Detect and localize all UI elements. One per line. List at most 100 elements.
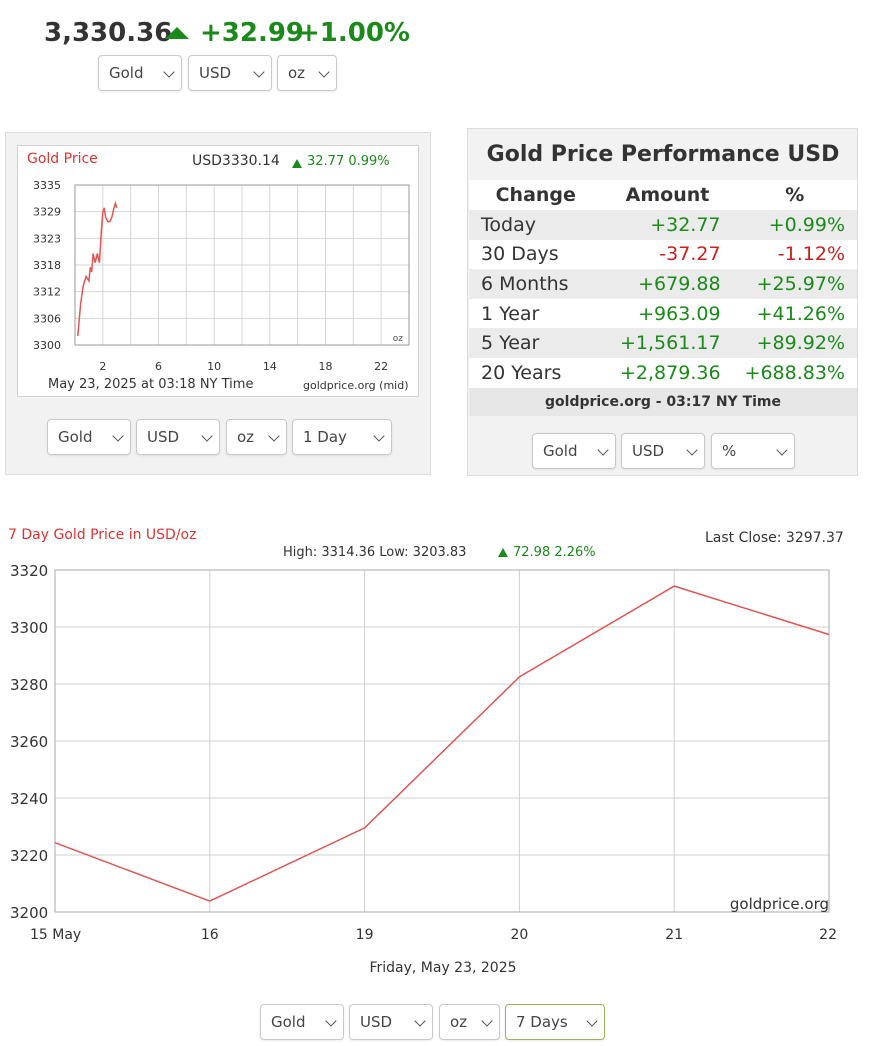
triangle-up-icon: [498, 548, 508, 557]
week-chart-stats: High: 3314.36 Low: 3203.83: [283, 545, 467, 560]
row-amount: +679.88: [602, 269, 733, 299]
row-label: 20 Years: [481, 361, 562, 384]
y-tick-label: 3323: [33, 232, 61, 245]
week-currency-select[interactable]: USD: [349, 1004, 433, 1040]
mini-range-select[interactable]: 1 Day: [292, 419, 392, 455]
metal-select[interactable]: Gold: [98, 55, 182, 91]
x-tick-label: 18: [319, 360, 333, 373]
chevron-down-icon: [481, 1015, 493, 1027]
mini-currency-select[interactable]: USD: [136, 419, 220, 455]
y-tick-label: 3240: [10, 790, 48, 808]
column-header: %: [785, 184, 805, 206]
chart-source: goldprice.org: [730, 895, 829, 913]
week-chart-title: 7 Day Gold Price in USD/oz: [8, 527, 197, 543]
table-row: 1 Year +963.09 +41.26%: [469, 299, 857, 329]
y-tick-label: 3335: [33, 179, 61, 192]
mini-chart-source: goldprice.org (mid): [303, 379, 409, 392]
row-percent: +688.83%: [744, 361, 845, 384]
week-currency-select-value: USD: [360, 1013, 393, 1031]
table-row: 30 Days -37.27 -1.12%: [469, 240, 857, 270]
perf-currency-select-value: USD: [632, 442, 665, 460]
y-tick-label: 3200: [10, 904, 48, 922]
row-percent: +25.97%: [732, 269, 857, 299]
x-tick-label: 20: [510, 927, 528, 943]
mini-chart-change-pct: 0.99%: [348, 154, 390, 169]
mini-chart-title: Gold Price: [27, 151, 98, 167]
chevron-down-icon: [373, 430, 385, 442]
table-header-row: Change Amount %: [469, 180, 857, 210]
price-change: +32.99: [200, 18, 305, 48]
chevron-down-icon: [325, 1015, 337, 1027]
y-tick-label: 3220: [10, 847, 48, 865]
y-tick-label: 3260: [10, 733, 48, 751]
week-range-select[interactable]: 7 Days: [505, 1004, 605, 1040]
row-amount: +2,879.36: [620, 361, 721, 384]
x-tick-label: 22: [374, 360, 388, 373]
table-row: 20 Years +2,879.36 +688.83%: [469, 358, 857, 388]
week-metal-select[interactable]: Gold: [260, 1004, 344, 1040]
chevron-down-icon: [163, 66, 175, 78]
mini-chart-change-value: 32.77: [307, 154, 345, 169]
perf-metal-select[interactable]: Gold: [532, 433, 616, 469]
mini-metal-select-value: Gold: [58, 428, 93, 446]
row-amount: -37.27: [659, 243, 721, 266]
row-label: Today: [469, 210, 603, 240]
chevron-down-icon: [112, 430, 124, 442]
week-metal-select-value: Gold: [271, 1013, 306, 1031]
table-row: Today +32.77 +0.99%: [469, 210, 857, 240]
perf-mode-select-value: %: [722, 442, 737, 460]
unit-label: oz: [393, 334, 404, 344]
row-label: 1 Year: [481, 302, 540, 325]
x-tick-label: 21: [665, 927, 683, 943]
week-chart-change: 72.98 2.26%: [513, 545, 596, 560]
chevron-down-icon: [201, 430, 213, 442]
perf-mode-select[interactable]: %: [711, 433, 795, 469]
unit-select[interactable]: oz: [277, 55, 337, 91]
chevron-down-icon: [414, 1015, 426, 1027]
row-percent: +0.99%: [732, 210, 857, 240]
y-tick-label: 3300: [33, 339, 61, 352]
x-tick-label: 10: [207, 360, 221, 373]
plot-border: [54, 569, 830, 913]
currency-select[interactable]: USD: [188, 55, 272, 91]
mini-chart-date: May 23, 2025 at 03:18 NY Time: [48, 377, 254, 392]
chevron-down-icon: [318, 66, 330, 78]
table-row: 5 Year +1,561.17 +89.92%: [469, 328, 857, 358]
y-tick-label: 3312: [33, 286, 61, 299]
mini-metal-select[interactable]: Gold: [47, 419, 131, 455]
column-header: Change: [495, 184, 576, 206]
row-amount: +1,561.17: [602, 328, 733, 358]
perf-metal-select-value: Gold: [543, 442, 578, 460]
triangle-up-icon: [165, 27, 189, 39]
row-percent: -1.12%: [777, 243, 845, 266]
y-tick-label: 3306: [33, 312, 61, 325]
y-tick-label: 3280: [10, 676, 48, 694]
chevron-down-icon: [253, 66, 265, 78]
mini-chart-change: 32.77 0.99%: [307, 154, 390, 169]
row-label: 6 Months: [469, 269, 603, 299]
intraday-price-line: [77, 200, 118, 336]
x-axis-label: Friday, May 23, 2025: [369, 960, 516, 976]
y-tick-label: 3329: [33, 206, 61, 219]
intraday-chart: 3335 3329 3323 3318 3312 3306 3300 2 6 10 14 18 22 oz: [33, 179, 410, 373]
chevron-down-icon: [686, 444, 698, 456]
week-unit-select[interactable]: oz: [439, 1004, 500, 1040]
x-tick-label: 6: [155, 360, 162, 373]
table-row: 6 Months +679.88 +25.97%: [469, 269, 857, 299]
y-tick-label: 3320: [10, 562, 48, 580]
x-tick-label: 16: [201, 927, 219, 943]
mini-range-select-value: 1 Day: [303, 428, 347, 446]
metal-select-value: Gold: [109, 64, 144, 82]
perf-currency-select[interactable]: USD: [621, 433, 705, 469]
intraday-chart-frame: [17, 145, 419, 397]
chevron-down-icon: [597, 444, 609, 456]
row-amount: +963.09: [638, 302, 721, 325]
unit-select-value: oz: [288, 64, 306, 82]
column-header: Amount: [625, 184, 710, 206]
week-chart-last-close: Last Close: 3297.37: [705, 530, 844, 546]
mini-unit-select[interactable]: oz: [226, 419, 287, 455]
row-percent: +41.26%: [756, 302, 845, 325]
row-amount: +32.77: [602, 210, 733, 240]
x-tick-label: 15 May: [30, 927, 81, 943]
row-label: 5 Year: [469, 328, 603, 358]
